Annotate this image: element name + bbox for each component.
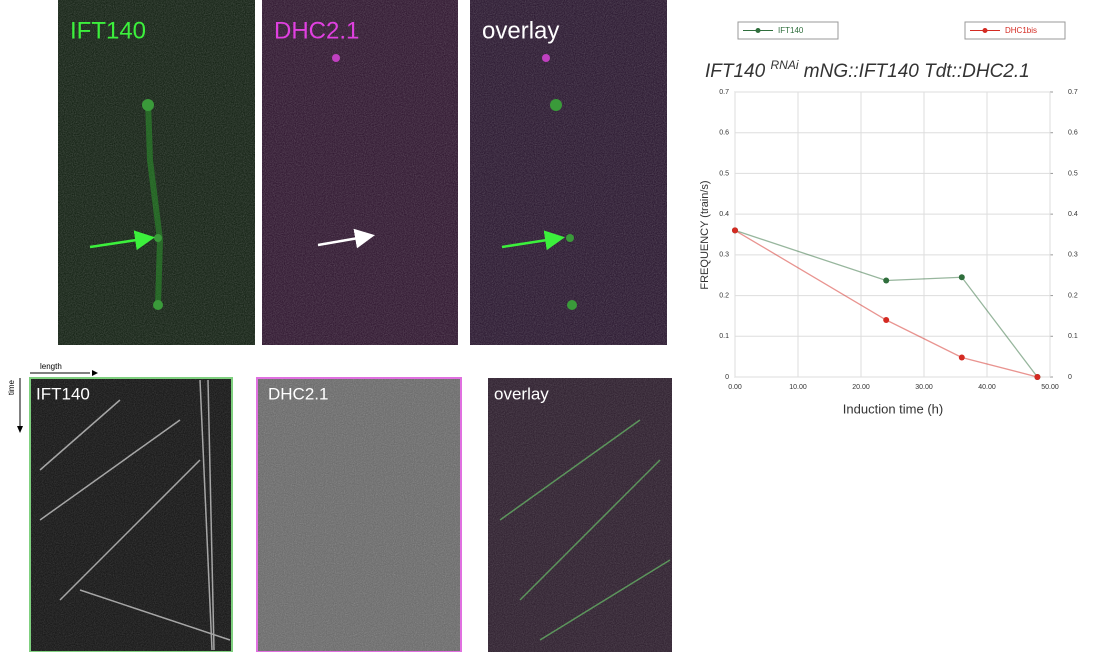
panel-label: overlay bbox=[494, 384, 549, 403]
plot-frame bbox=[734, 91, 1051, 378]
data-point bbox=[958, 354, 965, 361]
arrow-head bbox=[92, 370, 98, 376]
series-line bbox=[734, 229, 1038, 378]
legend-label: IFT140 bbox=[778, 26, 804, 35]
legend-label: DHC1bis bbox=[1005, 26, 1037, 35]
y-tick-label: 0 bbox=[725, 374, 729, 381]
y-axis-label: FREQUENCY (train/s) bbox=[699, 180, 711, 289]
kymograph bbox=[256, 377, 462, 652]
y2-tick-label: 0.7 bbox=[1068, 89, 1078, 96]
data-point bbox=[883, 277, 890, 284]
y2-tick-label: 0.3 bbox=[1068, 252, 1078, 259]
y-tick-label: 0.6 bbox=[719, 130, 729, 137]
legend-box bbox=[964, 21, 1066, 40]
y-tick-label: 0.1 bbox=[719, 333, 729, 340]
y2-tick-label: 0.1 bbox=[1068, 333, 1078, 340]
y2-tick-label: 0.6 bbox=[1068, 130, 1078, 137]
y-tick-label: 0.5 bbox=[719, 170, 729, 177]
data-point bbox=[883, 317, 890, 323]
panel-label: IFT140 bbox=[36, 384, 90, 403]
data-point bbox=[958, 274, 965, 281]
legend-marker bbox=[982, 28, 988, 33]
axis-label: time bbox=[7, 379, 16, 395]
title-part: IFT140 bbox=[705, 61, 766, 82]
chart-title: IFT140 RNAi mNG::IFT140 Tdt::DHC2.1 bbox=[705, 55, 1030, 82]
legend-box bbox=[737, 21, 839, 40]
axis-label: length bbox=[40, 362, 62, 371]
legend-marker bbox=[755, 28, 761, 33]
x-tick-label: 20.00 bbox=[852, 384, 870, 391]
y-tick-label: 0.3 bbox=[719, 252, 729, 259]
kymograph bbox=[29, 377, 233, 652]
panel-label: overlay bbox=[482, 17, 559, 44]
kymograph bbox=[488, 378, 672, 652]
y-tick-label: 0.7 bbox=[719, 89, 729, 96]
x-tick-label: 0.00 bbox=[728, 384, 742, 391]
chart: 0 0.1 0.2 0.3 0.4 0.5 0.6 0.7 0 0.1 0.2 0.3 0.4 0.5 0.… bbox=[719, 21, 1078, 391]
data-point bbox=[1034, 374, 1041, 380]
y-tick-label: 0.4 bbox=[719, 211, 729, 218]
micrograph bbox=[58, 0, 255, 345]
y2-tick-label: 0.4 bbox=[1068, 211, 1078, 218]
x-tick-label: 50.00 bbox=[1041, 384, 1059, 391]
title-part: mNG::IFT140 Tdt::DHC2.1 bbox=[804, 61, 1030, 82]
x-tick-label: 30.00 bbox=[915, 384, 933, 391]
panel-label: DHC2.1 bbox=[274, 17, 359, 44]
arrow-head bbox=[17, 426, 23, 433]
series-line bbox=[734, 229, 1038, 378]
micrograph bbox=[470, 0, 667, 345]
title-superscript: RNAi bbox=[770, 58, 798, 72]
data-point bbox=[732, 227, 738, 234]
y2-tick-label: 0 bbox=[1068, 374, 1072, 381]
y2-tick-label: 0.2 bbox=[1068, 292, 1078, 299]
micrograph bbox=[262, 0, 458, 345]
panel-label: DHC2.1 bbox=[268, 384, 328, 403]
y2-tick-label: 0.5 bbox=[1068, 170, 1078, 177]
x-tick-label: 10.00 bbox=[789, 384, 807, 391]
x-tick-label: 40.00 bbox=[978, 384, 996, 391]
panel-label: IFT140 bbox=[70, 17, 146, 44]
x-axis-label: Induction time (h) bbox=[843, 401, 943, 416]
y-tick-label: 0.2 bbox=[719, 292, 729, 299]
